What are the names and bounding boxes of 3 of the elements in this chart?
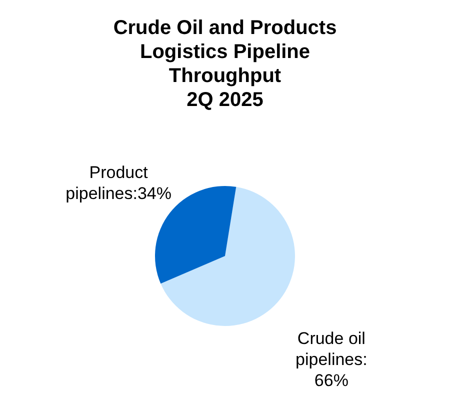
slice-label: Crude oil pipelines: 66% (296, 329, 368, 390)
slice-label: Product pipelines:34% (66, 162, 172, 203)
chart-title: Crude Oil and Products Logistics Pipeline Throughput 2Q 2025 (113, 17, 337, 111)
